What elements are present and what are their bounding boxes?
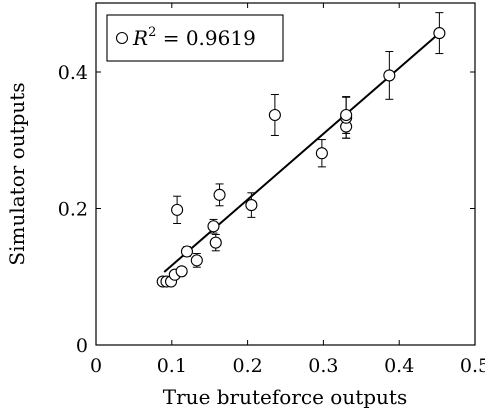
data-point [207,220,220,233]
tick-labels: 0 0.1 0.2 0.3 0.4 0.5 0 0.2 0.4 [58,62,485,377]
x-tick-label: 0.5 [460,355,485,377]
data-point [433,27,446,40]
data-point [209,236,222,249]
data-point [383,69,396,82]
fit-line-group [163,32,441,273]
x-tick-label: 0.1 [157,355,187,377]
x-tick-label: 0.3 [308,355,338,377]
plot-frame [95,2,476,346]
fit-line [163,32,441,273]
data-point [190,254,203,267]
x-axis-label: True bruteforce outputs [163,385,407,409]
legend-label-suffix: = 0.9619 [156,26,255,50]
data-point [268,108,281,122]
data-point [340,108,353,122]
data-points [156,27,446,288]
data-point [315,147,328,160]
legend-box [106,14,284,62]
data-point [175,265,188,278]
data-point [245,199,258,212]
y-tick-label: 0 [76,335,88,357]
legend: R2 = 0.9619 [106,14,284,62]
y-tick-label: 0.2 [58,199,88,221]
legend-marker [115,31,129,45]
data-point [171,203,184,216]
y-tick-label: 0.4 [58,62,88,84]
legend-label-superscript: 2 [148,25,156,40]
x-tick-label: 0 [90,355,102,377]
legend-label: R2 = 0.9619 [132,25,256,50]
data-point [180,245,194,258]
legend-label-prefix: R [132,26,148,50]
x-tick-label: 0.2 [232,355,262,377]
y-axis-label: Simulator outputs [5,82,29,265]
data-point [213,188,226,201]
axis-ticks [95,3,476,346]
x-tick-label: 0.4 [384,355,414,377]
